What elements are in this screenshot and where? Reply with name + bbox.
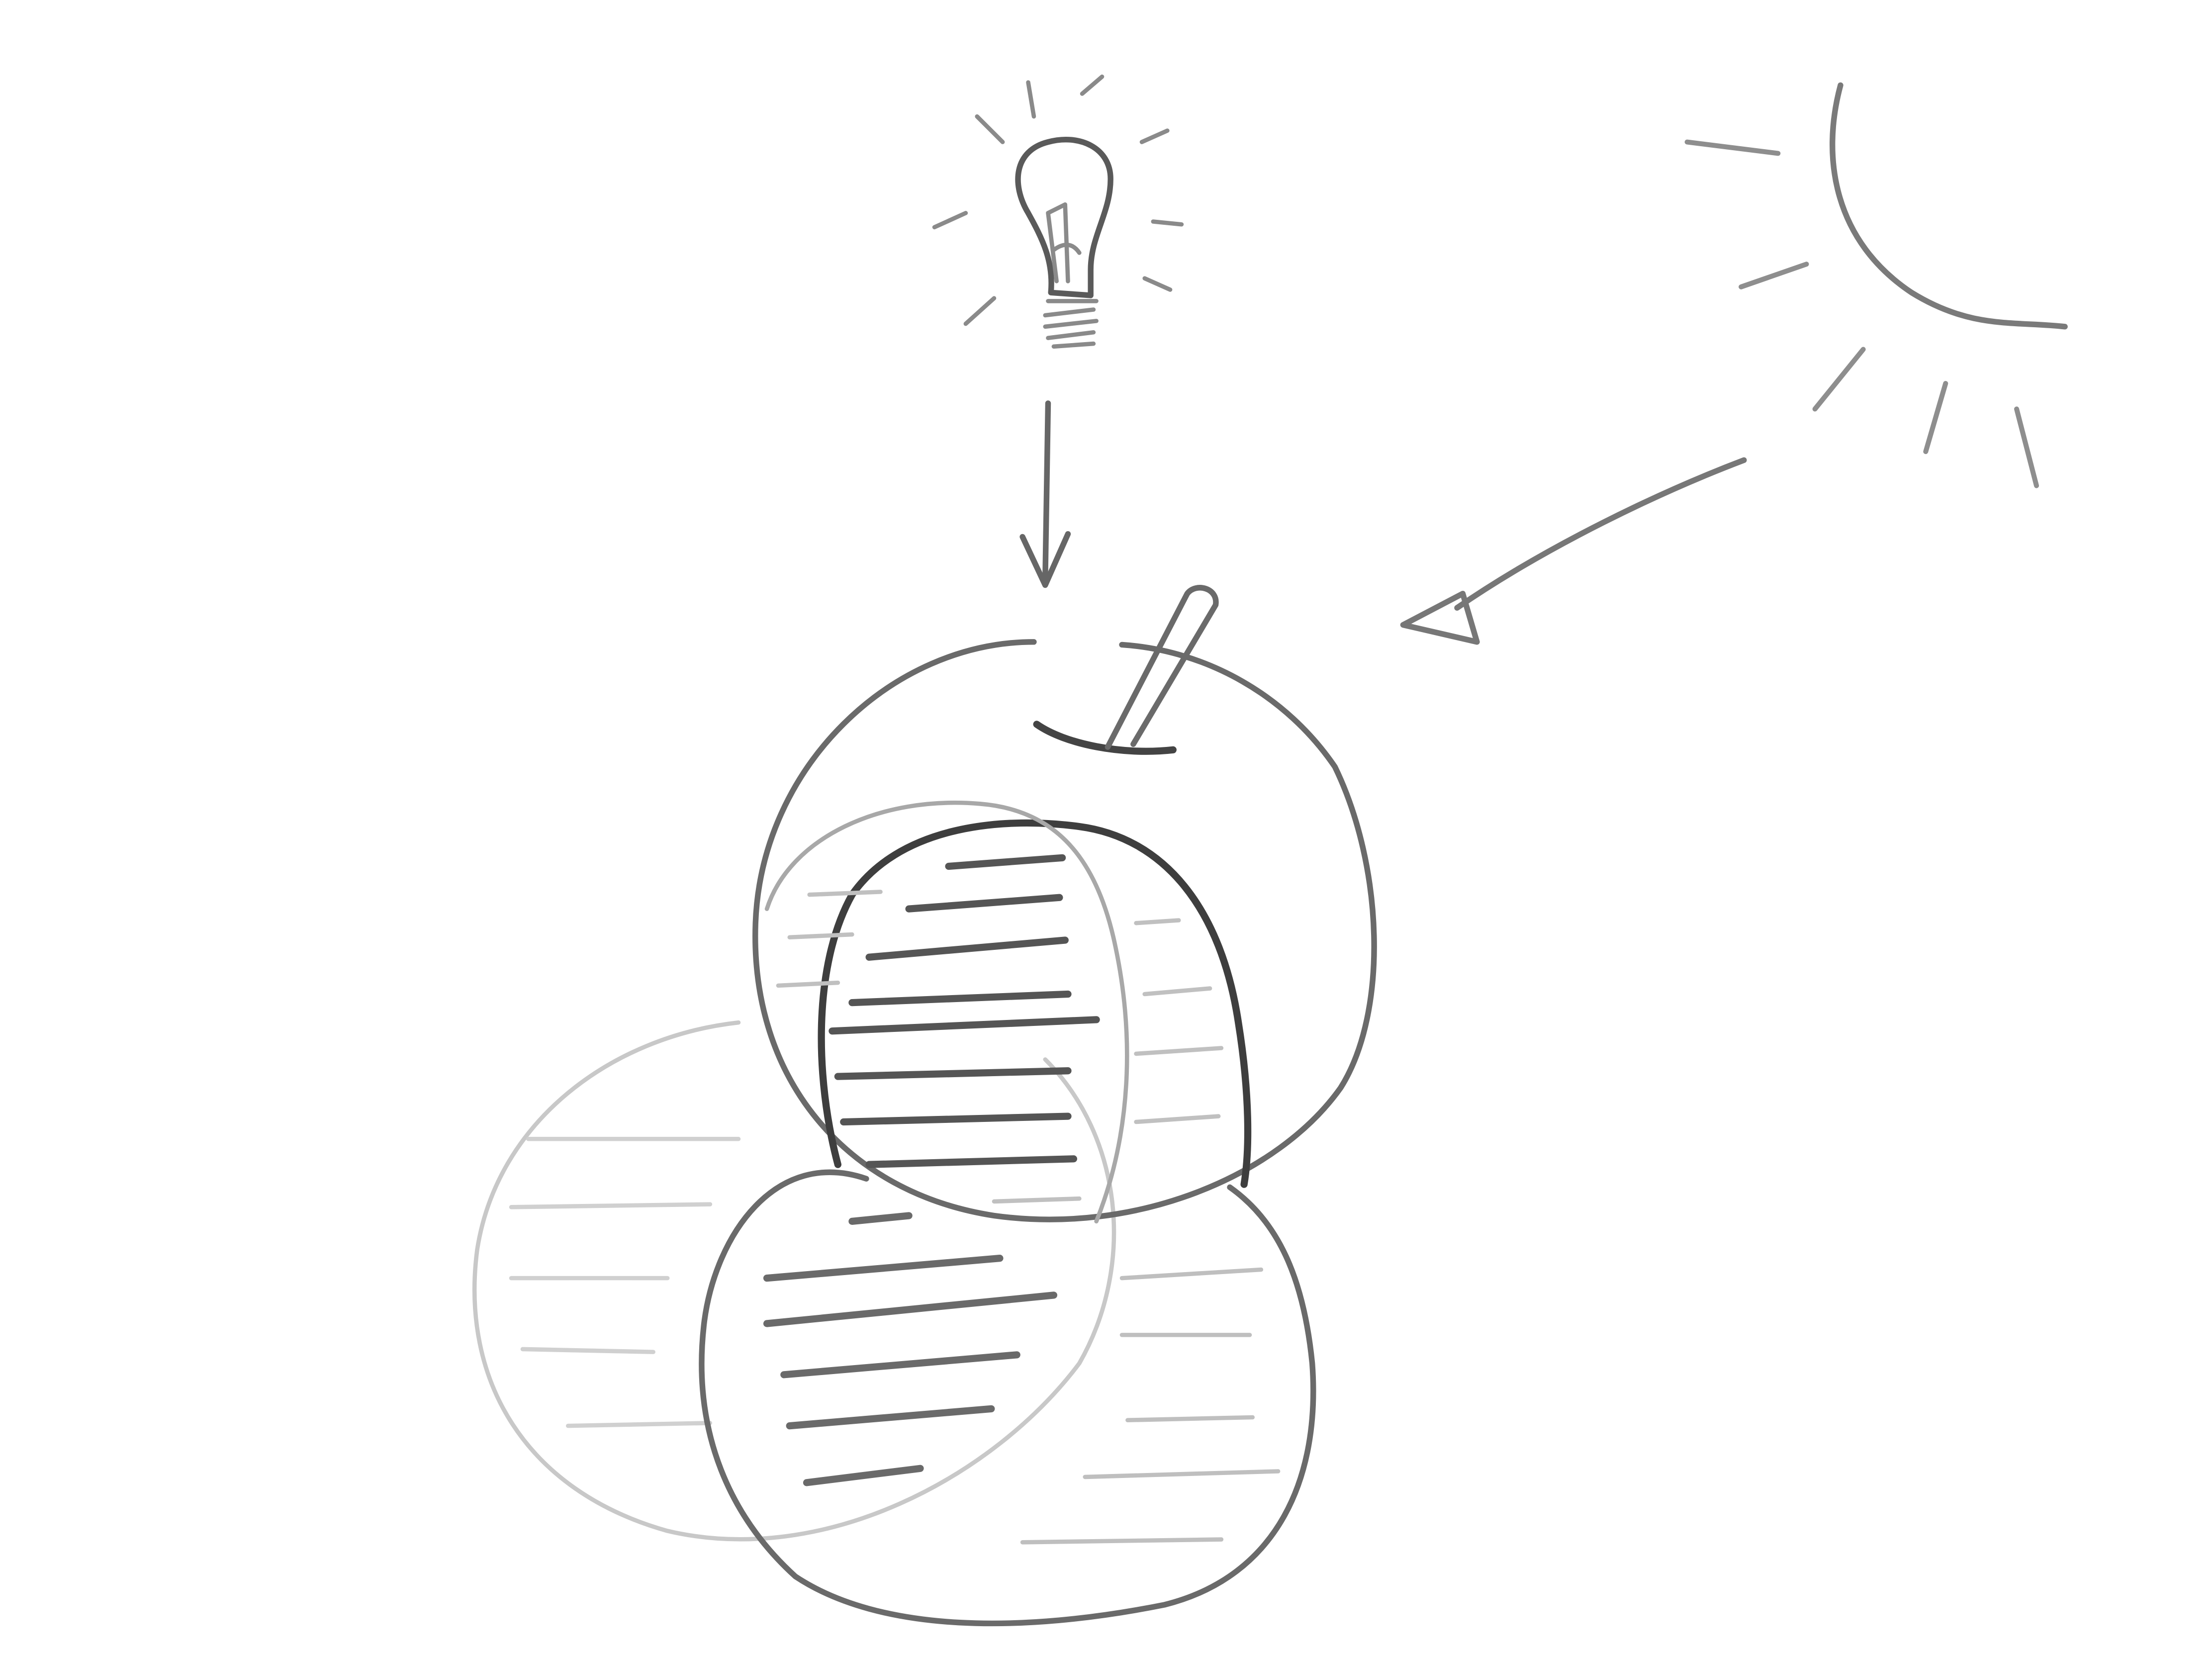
cast-shadow-sun-outline — [472, 1020, 1116, 1542]
bulb-filament — [1046, 202, 1082, 283]
sun-rays — [1684, 139, 2039, 488]
bulb-rays — [932, 74, 1184, 326]
sun-icon — [1684, 82, 2068, 488]
apple — [752, 585, 1377, 1222]
apple-top-dip — [1033, 721, 1177, 755]
cast-shadow-bulb — [699, 1169, 1316, 1627]
faint-sun-shadow-edge — [764, 800, 1129, 1224]
apple-outline — [752, 639, 1377, 1222]
apple-stem — [1105, 585, 1219, 750]
bulb-glass — [1015, 136, 1113, 298]
core-shadow — [764, 800, 1252, 1224]
diagonal-arrow — [1400, 457, 1747, 645]
core-shadow-outline — [818, 819, 1252, 1188]
bulb-base — [1043, 299, 1099, 349]
cast-shadow-bulb-outline — [699, 1169, 1316, 1627]
light-bulb-icon — [932, 74, 1184, 349]
down-arrow — [1019, 400, 1071, 588]
sun-disc-edge — [1829, 82, 2068, 330]
cast-shadow-sun — [472, 1020, 1116, 1542]
